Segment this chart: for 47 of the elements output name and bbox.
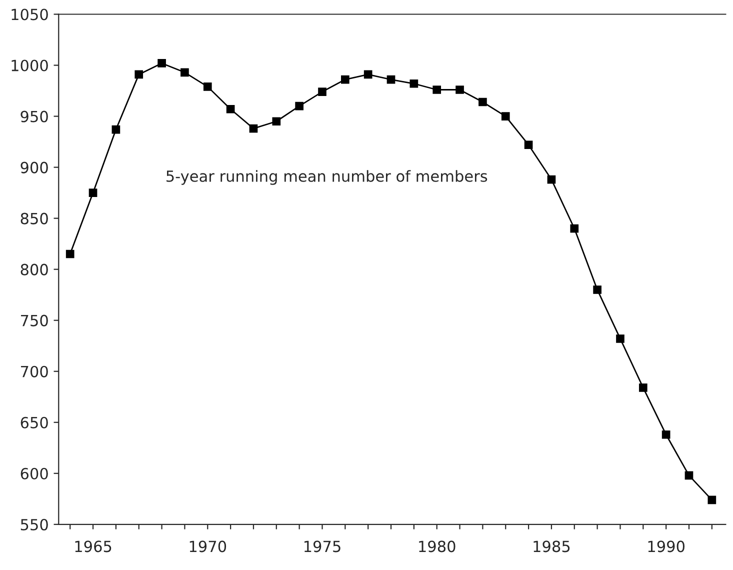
annotation: 5-year running mean number of members: [166, 170, 488, 185]
y-tick-label: 600: [20, 468, 48, 480]
point: [638, 384, 648, 392]
point: [524, 140, 533, 150]
point: [134, 70, 144, 79]
point: [295, 102, 304, 110]
point: [341, 75, 350, 84]
point: [684, 471, 694, 480]
point: [180, 68, 189, 77]
point: [662, 430, 670, 439]
y-tick-label: 1050: [12, 8, 48, 20]
x-tick-label: 1980: [419, 540, 456, 552]
x-tick-label: 1990: [648, 540, 684, 552]
point: [547, 175, 556, 184]
y-tick-label: 700: [21, 366, 48, 378]
point: [88, 188, 98, 197]
point: [203, 82, 212, 91]
point: [456, 86, 464, 94]
x-tick-label: 1975: [304, 540, 340, 552]
y-tick-label: 1000: [12, 60, 48, 72]
point: [272, 117, 281, 126]
point: [66, 250, 74, 258]
x-tick-label: 1985: [534, 540, 570, 552]
y-tick-label: 650: [20, 416, 48, 428]
x-tick-label: 1970: [190, 540, 226, 552]
point: [501, 112, 510, 120]
point: [570, 224, 579, 233]
point: [386, 75, 396, 84]
x-tick-label: 1965: [75, 540, 112, 552]
point: [616, 334, 624, 343]
point: [226, 104, 235, 114]
point: [364, 70, 372, 79]
point: [158, 59, 166, 68]
point: [593, 286, 602, 294]
y-tick-label: 950: [20, 110, 48, 122]
point: [410, 79, 418, 88]
y-tick-label: 550: [20, 518, 48, 530]
point: [112, 125, 120, 134]
point: [318, 88, 326, 96]
y-tick-label: 900: [20, 162, 48, 174]
y-tick-label: 750: [21, 314, 48, 326]
point: [432, 86, 442, 94]
y-tick-label: 800: [20, 264, 48, 276]
y-tick-label: 850: [20, 212, 48, 224]
point: [708, 496, 716, 504]
point: [249, 124, 258, 133]
point: [478, 98, 487, 106]
